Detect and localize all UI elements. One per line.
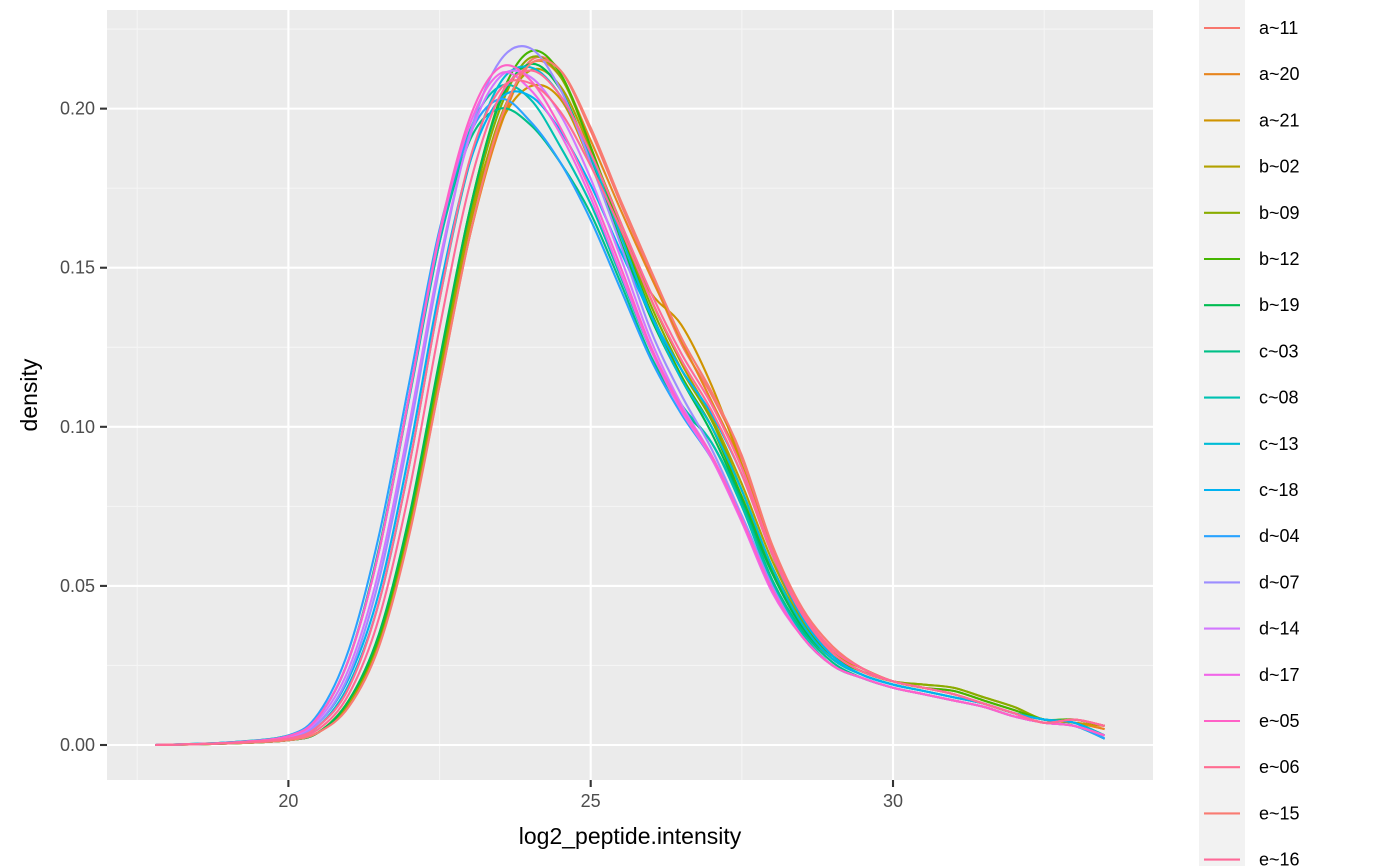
- legend-label: b~02: [1259, 157, 1300, 177]
- y-tick-label: 0.15: [60, 258, 95, 278]
- legend-label: c~13: [1259, 434, 1299, 454]
- legend-label: d~14: [1259, 619, 1300, 639]
- legend-label: d~04: [1259, 526, 1300, 546]
- legend-key-background: [1199, 0, 1245, 866]
- density-lines: [155, 45, 1106, 747]
- series-line-18: [155, 69, 1105, 747]
- legend-label: c~18: [1259, 480, 1299, 500]
- y-tick-label: 0.05: [60, 576, 95, 596]
- y-tick-label: 0.00: [60, 735, 95, 755]
- legend-label: e~06: [1259, 757, 1300, 777]
- y-tick-label: 0.20: [60, 99, 95, 119]
- legend-label: e~16: [1259, 850, 1300, 866]
- y-axis: 0.00 0.05 0.10 0.15 0.20: [60, 99, 107, 755]
- legend: a~11 a~20 a~21 b~02 b~09 b~12 b~19 c~03 c~08 c~13…: [1199, 0, 1300, 866]
- legend-label: b~09: [1259, 203, 1300, 223]
- series-line-10: [155, 90, 1106, 747]
- legend-label: c~08: [1259, 388, 1299, 408]
- plot-panel: [107, 10, 1153, 780]
- x-axis-title: log2_peptide.intensity: [519, 823, 742, 849]
- legend-label: b~19: [1259, 295, 1300, 315]
- legend-label: e~05: [1259, 711, 1300, 731]
- legend-label: a~11: [1259, 18, 1298, 38]
- y-tick-label: 0.10: [60, 417, 95, 437]
- legend-label: c~03: [1259, 341, 1299, 361]
- x-axis: 20 25 30: [278, 780, 903, 811]
- x-tick-label: 25: [581, 791, 601, 811]
- series-line-15: [155, 64, 1105, 747]
- legend-label: e~15: [1259, 803, 1300, 823]
- legend-label: d~17: [1259, 665, 1300, 685]
- legend-label: d~07: [1259, 572, 1300, 592]
- x-tick-label: 30: [883, 791, 903, 811]
- legend-label: a~21: [1259, 110, 1300, 130]
- legend-label: b~12: [1259, 249, 1300, 269]
- legend-label: a~20: [1259, 64, 1300, 84]
- x-tick-label: 20: [278, 791, 298, 811]
- y-axis-title: density: [16, 358, 42, 431]
- minor-gridlines: [107, 10, 1153, 780]
